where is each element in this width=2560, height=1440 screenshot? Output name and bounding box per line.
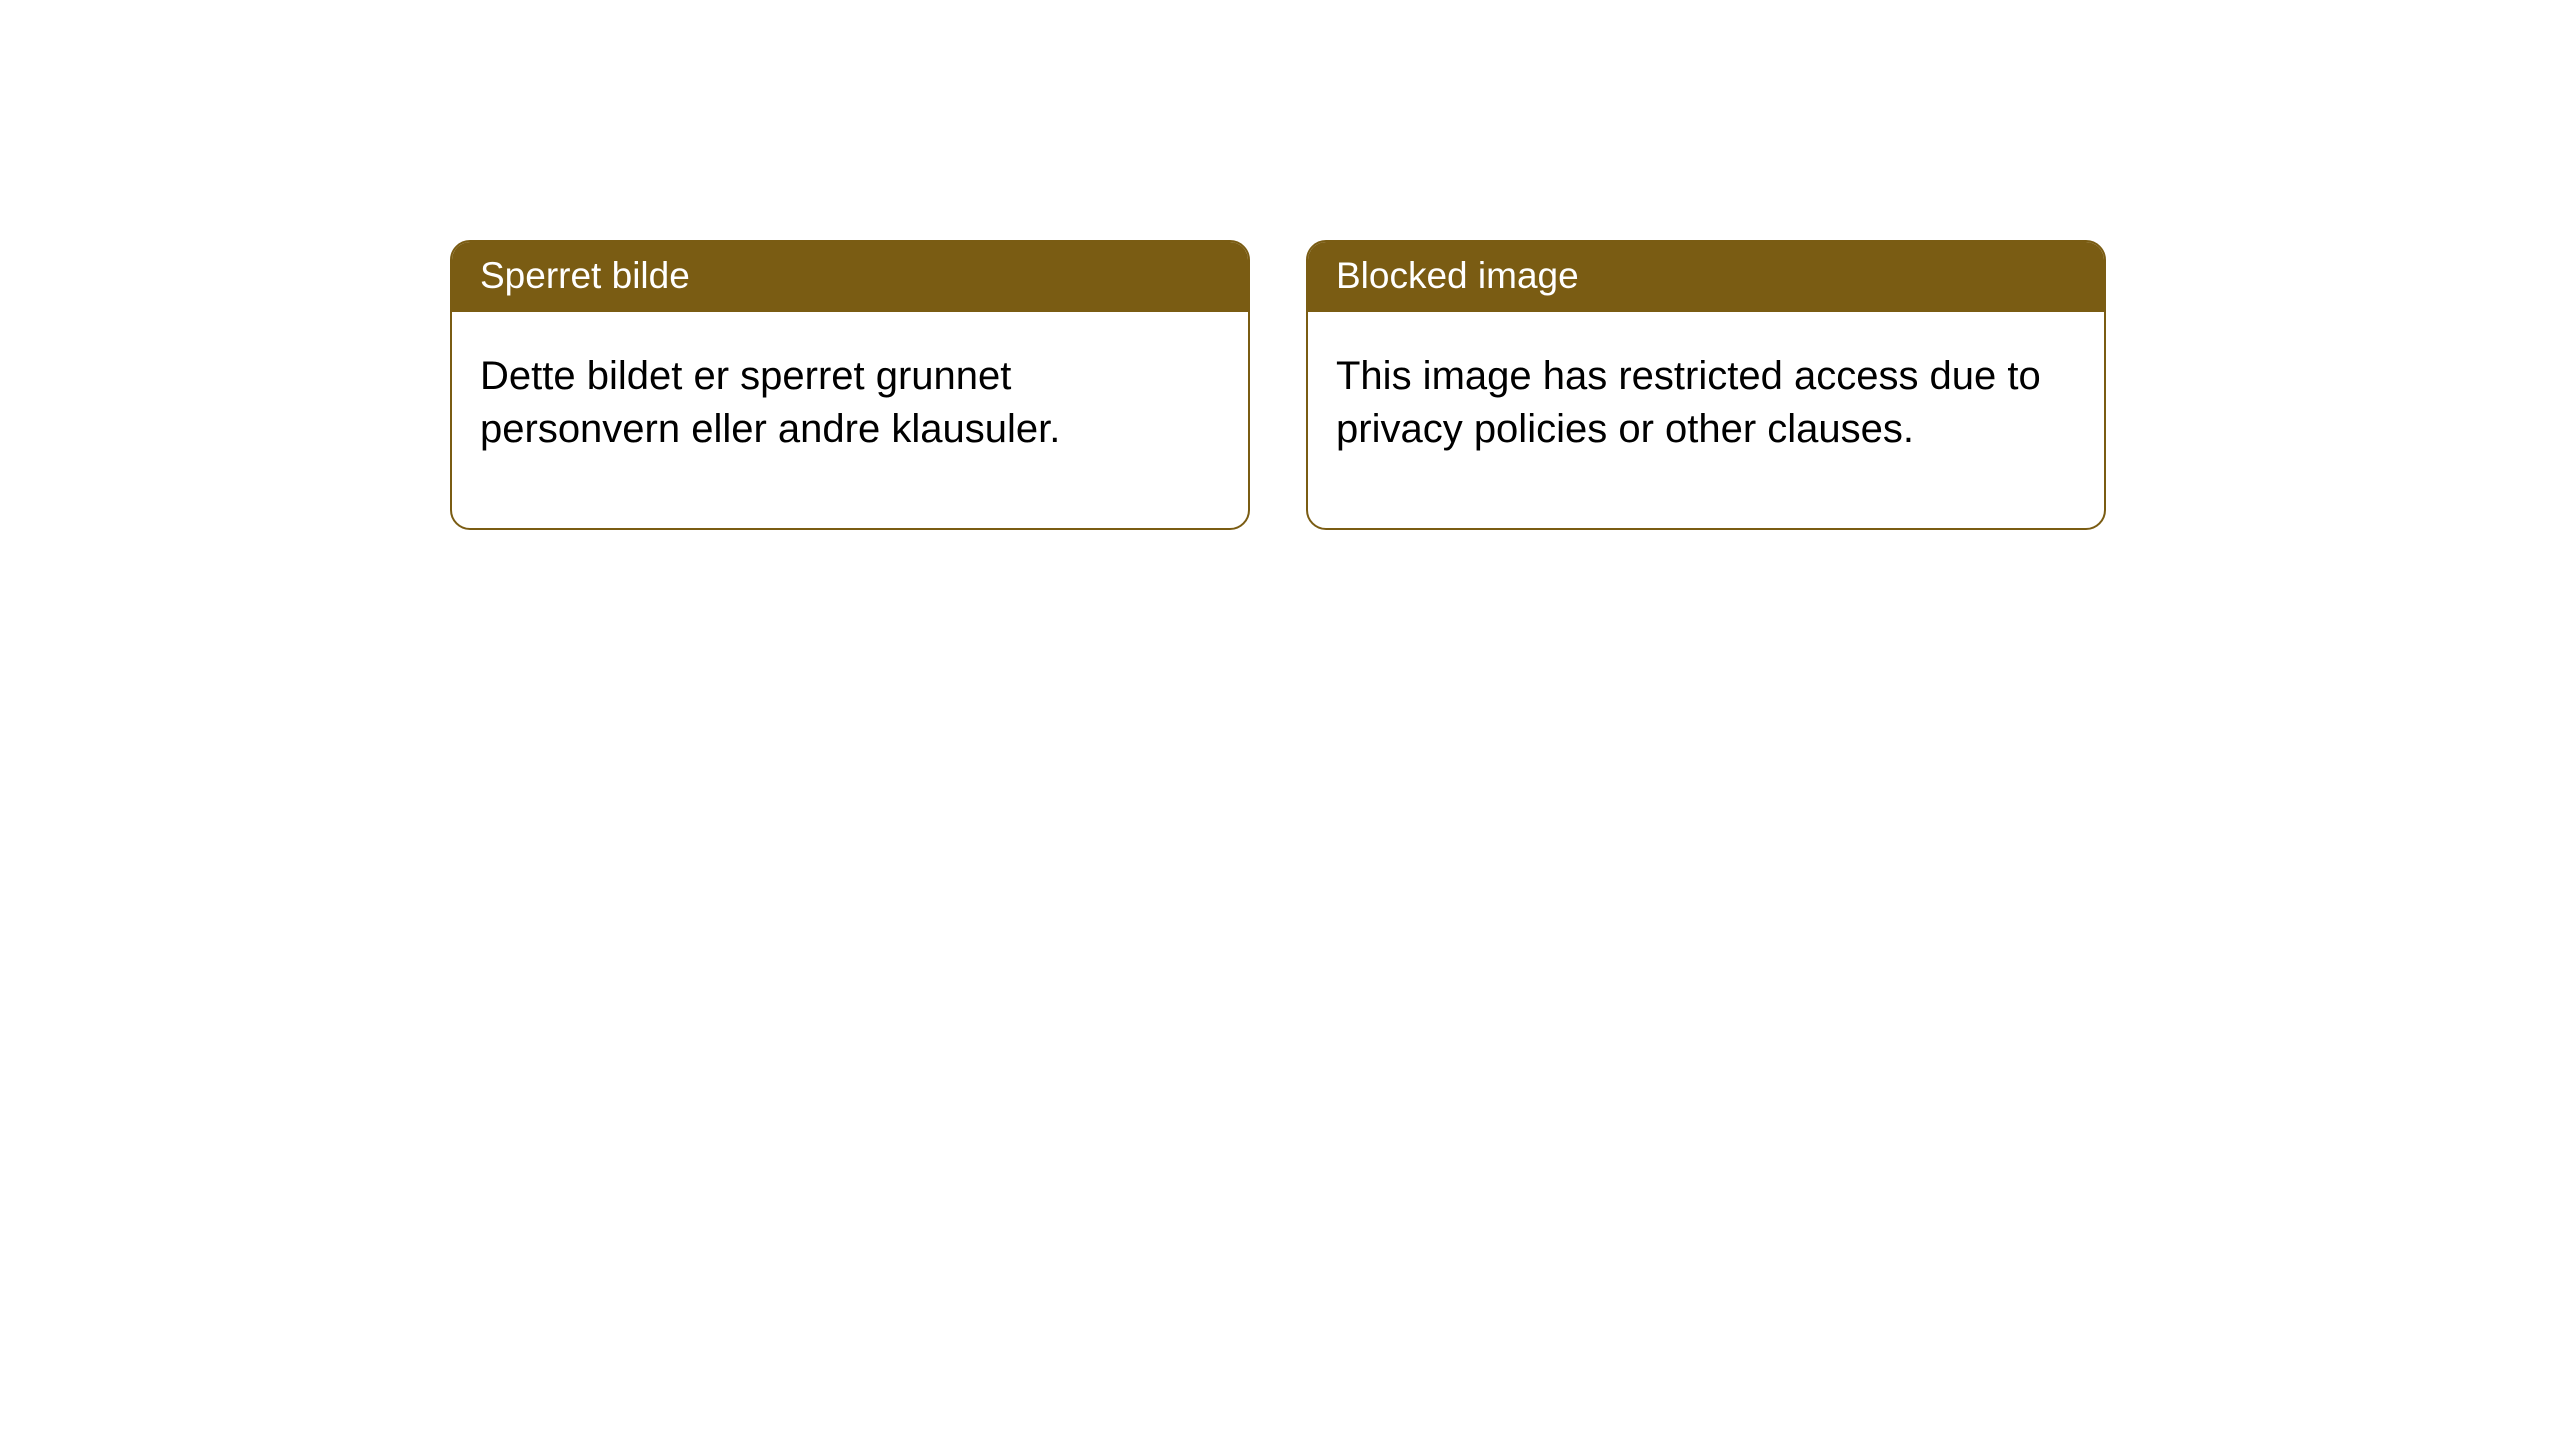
notice-card-english: Blocked image This image has restricted …: [1306, 240, 2106, 530]
card-body-text: Dette bildet er sperret grunnet personve…: [452, 312, 1248, 528]
card-title: Sperret bilde: [452, 242, 1248, 312]
card-body-text: This image has restricted access due to …: [1308, 312, 2104, 528]
card-title: Blocked image: [1308, 242, 2104, 312]
notice-cards-container: Sperret bilde Dette bildet er sperret gr…: [450, 240, 2560, 530]
notice-card-norwegian: Sperret bilde Dette bildet er sperret gr…: [450, 240, 1250, 530]
